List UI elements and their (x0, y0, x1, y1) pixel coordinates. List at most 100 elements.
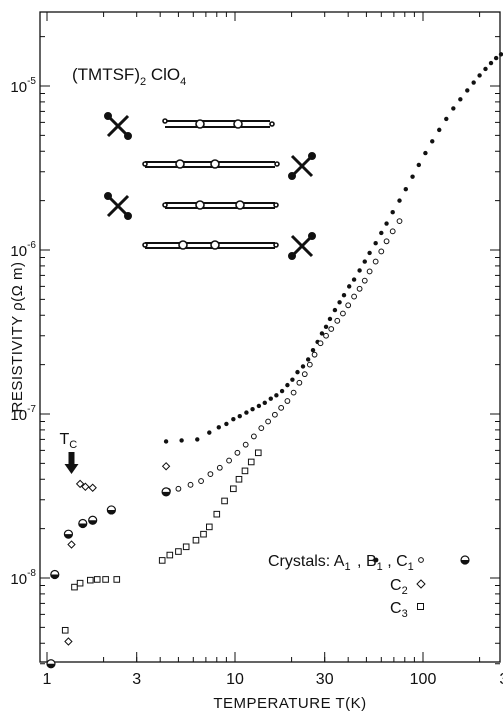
data-point-filled-circle (471, 80, 476, 85)
data-point-filled-circle (451, 106, 456, 111)
data-point-open-circle (234, 449, 241, 456)
x-tick-label: 10 (226, 671, 244, 688)
data-point-open-square (166, 551, 174, 559)
chart-title: (TMTSF)2 ClO4 (72, 65, 186, 88)
data-point-open-circle (361, 277, 368, 284)
data-point-open-diamond (161, 462, 171, 471)
data-point-half-circle (88, 515, 98, 525)
legend-marker-c2 (416, 579, 426, 589)
data-point-filled-circle (351, 277, 357, 282)
y-tick-label: 10-6 (10, 240, 36, 260)
data-point-open-circle (372, 258, 379, 265)
data-point-open-circle (207, 471, 214, 478)
data-point-filled-circle (337, 300, 342, 305)
data-point-filled-circle (397, 198, 402, 203)
molecule-row-4 (142, 240, 279, 250)
data-point-filled-circle (379, 230, 384, 236)
data-point-open-diamond (64, 637, 73, 646)
y-tick-label: 10-5 (10, 76, 36, 96)
data-point-open-square (200, 530, 207, 538)
data-point-filled-circle (357, 268, 362, 273)
data-point-filled-circle (224, 421, 229, 427)
data-point-filled-circle (465, 88, 470, 93)
data-point-open-circle (296, 379, 303, 386)
data-point-filled-circle (332, 307, 338, 313)
legend-marker-c1 (460, 555, 470, 565)
y-tick-label: 10-7 (10, 404, 36, 424)
data-point-filled-circle (163, 439, 169, 444)
anion-2 (288, 152, 316, 180)
x-tick-label: 1 (43, 671, 52, 688)
data-point-filled-circle (262, 400, 267, 406)
data-point-open-square (247, 458, 255, 466)
data-point-open-circle (306, 361, 313, 368)
data-point-filled-circle (279, 388, 285, 394)
molecule-row-3 (162, 200, 279, 210)
plot-frame (39, 11, 501, 663)
data-point-half-circle (63, 529, 74, 539)
data-point-filled-circle (373, 241, 378, 246)
data-point-filled-circle (195, 437, 200, 442)
data-point-filled-circle (290, 377, 295, 382)
tc-label: TC (60, 431, 78, 451)
legend-line-c2: C2 (390, 577, 408, 597)
data-point-filled-circle (488, 60, 494, 66)
legend-marker-a1 (373, 557, 379, 563)
data-point-filled-circle (477, 73, 482, 78)
data-point-open-square (93, 576, 101, 583)
anion-1 (104, 112, 132, 140)
axis-ticks (40, 12, 500, 665)
y-tick-label: 10-8 (10, 568, 36, 588)
data-point-half-circle (78, 518, 88, 529)
data-point-filled-circle (493, 55, 499, 61)
data-point-half-circle (106, 505, 116, 515)
data-point-open-circle (389, 228, 396, 235)
data-point-open-circle (187, 481, 194, 488)
data-point-half-circle (50, 569, 60, 580)
data-point-filled-circle (327, 316, 333, 322)
data-point-filled-circle (256, 403, 262, 409)
data-point-filled-circle (367, 250, 372, 256)
data-point-filled-circle (384, 221, 389, 226)
data-point-open-circle (340, 310, 346, 317)
data-point-filled-circle (310, 347, 316, 353)
molecule-row-2 (142, 159, 280, 169)
data-point-filled-circle (237, 413, 242, 419)
data-point-filled-circle (274, 393, 279, 398)
data-point-open-square (158, 557, 166, 564)
data-point-half-circle (46, 659, 56, 669)
data-point-filled-circle (444, 116, 449, 122)
data-point-open-circle (356, 285, 363, 292)
data-point-filled-circle (390, 210, 395, 215)
data-point-filled-circle (179, 438, 184, 443)
anion-4 (288, 232, 316, 260)
data-point-filled-circle (305, 357, 311, 362)
data-point-filled-circle (244, 410, 249, 415)
data-point-open-square (76, 579, 84, 587)
data-point-open-circle (351, 293, 357, 300)
data-point-filled-circle (437, 127, 442, 133)
legend-marker-b1 (418, 557, 424, 563)
data-point-half-circle (161, 487, 171, 497)
data-point-open-circle (396, 218, 403, 225)
data-point-open-square (192, 536, 200, 544)
axis-tick-labels: 1 3 10 30 100 300 10-8 10-7 10-6 10-5 (10, 76, 503, 688)
data-point-filled-circle (268, 396, 273, 401)
legend-marker-c3 (417, 603, 424, 610)
data-point-open-circle (250, 433, 257, 440)
data-point-open-diamond (88, 483, 97, 492)
data-point-filled-circle (410, 174, 415, 179)
data-point-open-square (230, 485, 237, 493)
data-point-filled-circle (285, 382, 290, 388)
data-point-open-diamond (81, 482, 90, 491)
data-point-filled-circle (207, 430, 212, 435)
data-point-open-circle (284, 398, 291, 404)
data-point-open-square (235, 475, 243, 483)
data-point-open-square (206, 523, 213, 531)
data-point-open-circle (328, 326, 335, 332)
x-tick-label: 300 (499, 671, 503, 688)
data-point-filled-circle (323, 324, 329, 330)
data-point-open-circle (317, 340, 324, 347)
data-point-open-circle (242, 441, 249, 448)
